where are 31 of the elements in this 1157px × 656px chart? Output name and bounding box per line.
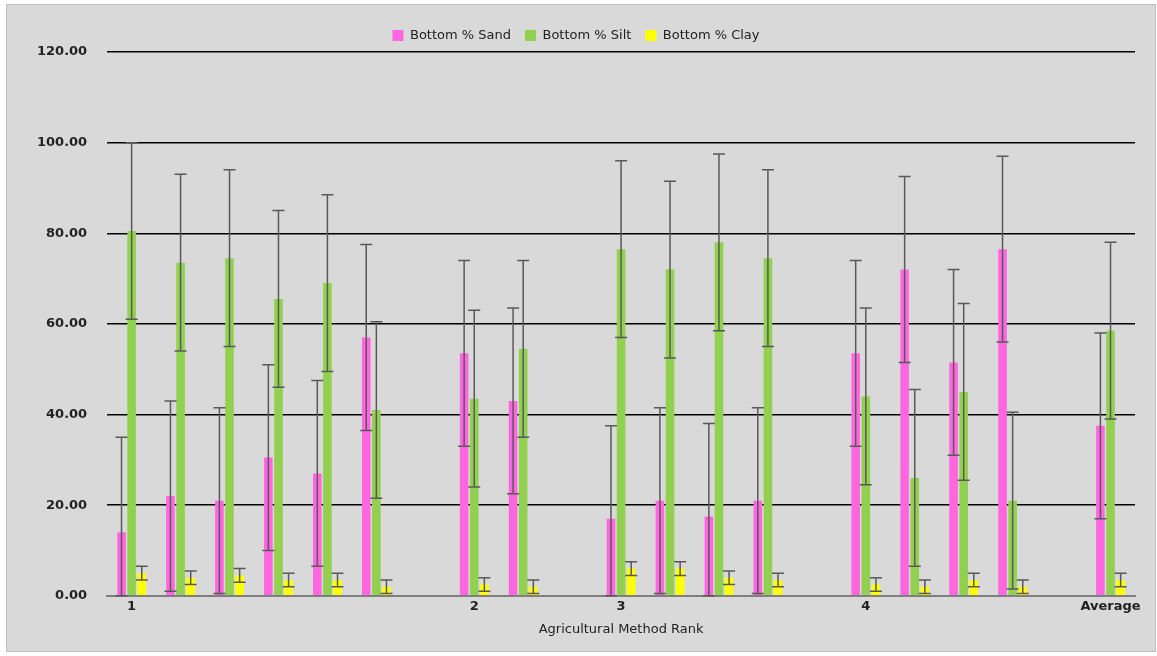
bar: [274, 298, 283, 596]
y-tick-label: 120.00: [36, 43, 88, 59]
bar: [998, 249, 1007, 596]
y-tick-label: 100.00: [36, 134, 88, 150]
bar: [225, 258, 234, 596]
x-tick-label: 1: [127, 597, 137, 613]
bar: [176, 262, 185, 596]
bar: [900, 269, 909, 596]
bar: [1096, 425, 1105, 596]
bar: [372, 410, 381, 596]
legend-label: Bottom % Silt: [542, 26, 632, 42]
bar: [186, 577, 195, 596]
x-tick-label: 3: [616, 597, 626, 613]
y-tick-label: 0.00: [55, 587, 88, 603]
bar: [127, 231, 136, 596]
y-tick-label: 60.00: [46, 315, 88, 331]
legend-label: Bottom % Sand: [409, 26, 511, 42]
bar: [949, 362, 958, 596]
x-tick-label: Average: [1080, 597, 1141, 613]
y-tick-label: 40.00: [46, 405, 88, 421]
bar: [264, 457, 273, 596]
bar: [851, 353, 860, 596]
x-tick-label: 4: [861, 597, 871, 613]
y-tick-label: 80.00: [46, 224, 88, 240]
y-tick-label: 20.00: [46, 496, 88, 512]
legend-label: Bottom % Clay: [662, 26, 760, 42]
bar: [959, 391, 968, 596]
x-tick-label: 2: [469, 597, 479, 613]
bar: [1106, 330, 1115, 596]
x-axis-title: Agricultural Method Rank: [538, 620, 704, 636]
bar: [323, 283, 332, 596]
